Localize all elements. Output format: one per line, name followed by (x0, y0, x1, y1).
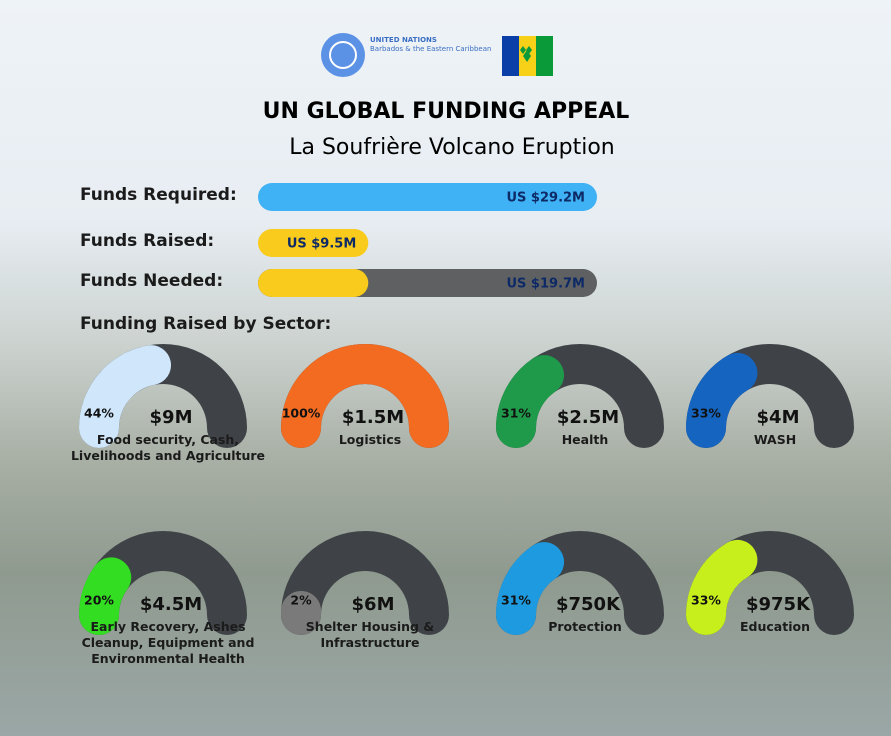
subtitle: La Soufrière Volcano Eruption (289, 135, 615, 160)
sector-name: Food security, Cash, Livelihoods and Agr… (63, 432, 273, 464)
gauge-percent: 33% (691, 406, 721, 421)
gauge-percent: 2% (290, 593, 312, 608)
gauge-amount: $6M (352, 594, 395, 615)
gauge-percent: 20% (84, 593, 114, 608)
sector-name: Shelter Housing & Infrastructure (265, 619, 475, 651)
fund-label: Funds Needed: (80, 271, 223, 291)
sector-heading: Funding Raised by Sector: (80, 314, 331, 334)
gauge-amount: $975K (746, 594, 811, 615)
org-name: UNITED NATIONS (370, 36, 437, 44)
gauge-amount: $4.5M (140, 594, 202, 615)
fund-bar-raised (258, 269, 368, 297)
sector-name: WASH (670, 432, 880, 448)
gauge-percent: 33% (691, 593, 721, 608)
fund-label: Funds Raised: (80, 231, 214, 251)
sector-name: Early Recovery, Ashes Cleanup, Equipment… (63, 619, 273, 667)
gauge-percent: 100% (282, 406, 321, 421)
gauge-amount: $4M (757, 407, 800, 428)
sector-name: Protection (480, 619, 690, 635)
gauge-amount: $2.5M (557, 407, 619, 428)
gauge-percent: 31% (501, 593, 531, 608)
gauge-percent: 44% (84, 406, 114, 421)
un-logo (321, 33, 365, 77)
gauge-amount: $750K (556, 594, 621, 615)
sector-name: Health (480, 432, 690, 448)
gauge-amount: $1.5M (342, 407, 404, 428)
flag (502, 36, 553, 76)
fund-value: US $19.7M (506, 277, 585, 292)
fund-value: US $9.5M (287, 237, 356, 252)
fund-label: Funds Required: (80, 185, 237, 205)
title: UN GLOBAL FUNDING APPEAL (263, 99, 630, 124)
sector-name: Logistics (265, 432, 475, 448)
org-sub: Barbados & the Eastern Caribbean (370, 45, 491, 53)
sector-name: Education (670, 619, 880, 635)
fund-value: US $29.2M (506, 191, 585, 206)
page: {"header": {"org": "UNITED NATIONS", "or… (0, 0, 891, 736)
gauge-percent: 31% (501, 406, 531, 421)
gauge-amount: $9M (150, 407, 193, 428)
